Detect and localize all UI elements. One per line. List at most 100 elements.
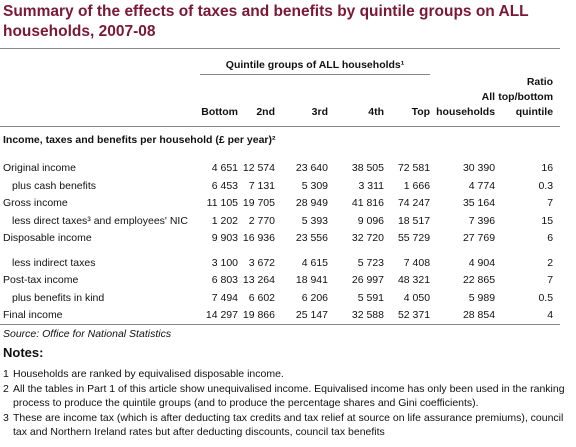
cell-value: 3 672 (248, 256, 275, 269)
column-header: 3rd (311, 105, 328, 118)
cell-value: 14 297 (205, 309, 238, 322)
group-header: Quintile groups of ALL households¹ (200, 48, 431, 75)
cell-value: 1 202 (211, 214, 238, 227)
cell-value: 6 803 (211, 274, 238, 287)
cell-value: 32 720 (351, 232, 384, 245)
row-label: plus benefits in kind (12, 291, 105, 304)
row-header: Income, taxes and benefits per household… (0, 125, 561, 160)
table-row: Original income 4 651 12 574 23 640 38 505 72… (0, 160, 560, 178)
spacer (553, 289, 560, 307)
column-header: Bottom (201, 105, 238, 118)
cell-value: 23 556 (295, 232, 328, 245)
cell-value: 19 705 (242, 197, 275, 210)
cell-value: 4 615 (301, 256, 328, 269)
cell-value: 7 408 (403, 256, 431, 269)
row-label: less indirect taxes (12, 256, 96, 269)
row-label: Final income (3, 309, 63, 322)
table-row: Post-tax income 6 803 13 264 18 941 26 997 48… (0, 272, 560, 290)
cell-value: 1 666 (403, 179, 431, 192)
spacer (553, 247, 560, 272)
cell-value: 5 723 (357, 256, 384, 269)
cell-value: 16 (541, 162, 554, 175)
cell-value: 9 903 (211, 232, 238, 245)
note: 2 All the tables in Part 1 of this articl… (3, 382, 568, 410)
row-label: Disposable income (3, 232, 92, 245)
cell-value: 41 816 (351, 197, 384, 210)
cell-value: 74 247 (397, 197, 431, 210)
cell-value: 55 729 (397, 232, 431, 245)
table-row: plus benefits in kind 7 494 6 602 6 206 5 59… (0, 289, 560, 307)
note-text: All the tables in Part 1 of this article… (13, 383, 565, 409)
spacer (553, 230, 560, 248)
row-label: Gross income (3, 197, 68, 210)
notes-heading: Notes: (3, 345, 44, 360)
table-row: less direct taxes³ and employees' NIC 1 2… (0, 212, 560, 230)
row-label: plus cash benefits (12, 179, 97, 192)
cell-value: 18 941 (295, 274, 328, 287)
cell-value: 35 164 (462, 197, 496, 210)
column-header: Top (411, 105, 431, 118)
cell-value: 2 (547, 256, 554, 269)
cell-value: 32 588 (351, 309, 384, 322)
column-header: All households (436, 90, 496, 118)
source: Source: Office for National Statistics (3, 328, 172, 340)
note: 3 These are income tax (which is after de… (3, 411, 568, 439)
cell-value: 4 (547, 309, 554, 322)
note-number: 1 (3, 368, 9, 380)
cell-value: 13 264 (242, 274, 275, 287)
note-number: 3 (3, 412, 9, 424)
cell-value: 30 390 (462, 162, 496, 175)
table-row: plus cash benefits 6 453 7 131 5 309 3 311 1 … (0, 177, 560, 195)
note-text: These are income tax (which is after ded… (13, 412, 564, 438)
column-header: 4th (368, 105, 384, 118)
table-row: Gross income 11 105 19 705 28 949 41 816 74 2… (0, 195, 560, 213)
note-text: Households are ranked by equivalised dis… (13, 368, 284, 380)
column-header: Ratio top/bottom quintile (498, 75, 554, 118)
cell-value: 5 989 (468, 291, 496, 304)
cell-value: 3 100 (211, 256, 238, 269)
cell-value: 16 936 (242, 232, 275, 245)
cell-value: 5 591 (357, 291, 384, 304)
spacer (553, 177, 560, 195)
cell-value: 4 904 (468, 256, 496, 269)
row-label: Original income (3, 162, 76, 175)
spacer (553, 160, 560, 178)
cell-value: 18 517 (397, 214, 431, 227)
cell-value: 6 602 (248, 291, 275, 304)
cell-value: 72 581 (397, 162, 431, 175)
cell-value: 3 311 (358, 179, 385, 192)
cell-value: 23 640 (295, 162, 328, 175)
cell-value: 52 371 (397, 309, 431, 322)
cell-value: 7 (547, 197, 554, 210)
cell-value: 4 774 (468, 179, 496, 192)
cell-value: 38 505 (351, 162, 384, 175)
cell-value: 7 396 (468, 214, 496, 227)
cell-value: 6 (547, 232, 554, 245)
cell-value: 2 770 (248, 214, 275, 227)
notes: 1 Households are ranked by equivalised di… (3, 367, 568, 440)
cell-value: 4 050 (403, 291, 431, 304)
spacer (553, 195, 560, 213)
cell-value: 11 105 (206, 197, 238, 210)
cell-value: 5 309 (301, 179, 328, 192)
row-label: Post-tax income (3, 274, 79, 287)
spacer (553, 75, 560, 127)
cell-value: 7 131 (248, 179, 275, 192)
row-label: less direct taxes³ and employees' NIC (12, 214, 188, 227)
spacer (553, 212, 560, 230)
cell-value: 22 865 (462, 274, 496, 287)
table-row: Disposable income 9 903 16 936 23 556 32 720… (0, 230, 560, 248)
spacer (553, 272, 560, 290)
cell-value: 19 866 (242, 309, 275, 322)
column-header: 2nd (256, 105, 275, 118)
spacer (553, 307, 560, 325)
cell-value: 0.3 (538, 179, 554, 192)
cell-value: 27 769 (462, 232, 496, 245)
cell-value: 4 651 (211, 162, 238, 175)
cell-value: 6 453 (211, 179, 238, 192)
cell-value: 25 147 (295, 309, 328, 322)
cell-value: 15 (541, 214, 554, 227)
cell-value: 5 393 (301, 214, 328, 227)
cell-value: 9 096 (357, 214, 384, 227)
